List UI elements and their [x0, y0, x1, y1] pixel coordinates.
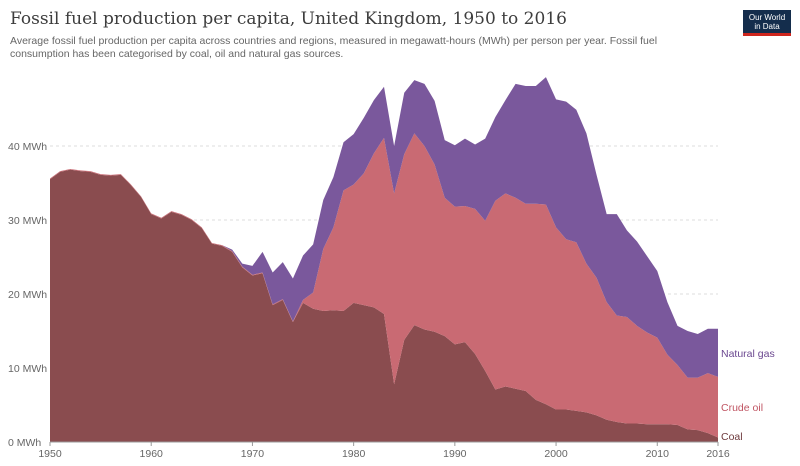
- x-tick-label: 1990: [443, 448, 467, 460]
- y-tick-label: 10 MWh: [8, 363, 47, 375]
- chart-title: Fossil fuel production per capita, Unite…: [10, 9, 567, 29]
- x-tick-label: 2016: [706, 448, 730, 460]
- x-tick-label: 1960: [140, 448, 164, 460]
- owid-logo[interactable]: Our World in Data: [743, 10, 791, 36]
- y-tick-label: 20 MWh: [8, 289, 47, 301]
- x-tick-label: 2010: [646, 448, 670, 460]
- logo-line-1: Our World: [748, 13, 786, 22]
- y-tick-label: 30 MWh: [8, 215, 47, 227]
- x-tick-label: 1970: [241, 448, 265, 460]
- x-tick-label: 1950: [38, 448, 62, 460]
- x-tick-label: 1980: [342, 448, 366, 460]
- series-label-natural-gas: Natural gas: [721, 348, 775, 360]
- area-natural-gas[interactable]: [50, 77, 718, 378]
- area-crude-oil[interactable]: [50, 133, 718, 438]
- logo-line-2: in Data: [754, 22, 780, 31]
- area-coal[interactable]: [50, 169, 718, 442]
- chart-subtitle: Average fossil fuel production per capit…: [10, 35, 658, 60]
- series-label-coal: Coal: [721, 431, 743, 443]
- x-tick-label: 2000: [544, 448, 568, 460]
- y-tick-label: 40 MWh: [8, 141, 47, 153]
- series-label-crude-oil: Crude oil: [721, 402, 763, 414]
- y-tick-label: 0 MWh: [8, 437, 41, 449]
